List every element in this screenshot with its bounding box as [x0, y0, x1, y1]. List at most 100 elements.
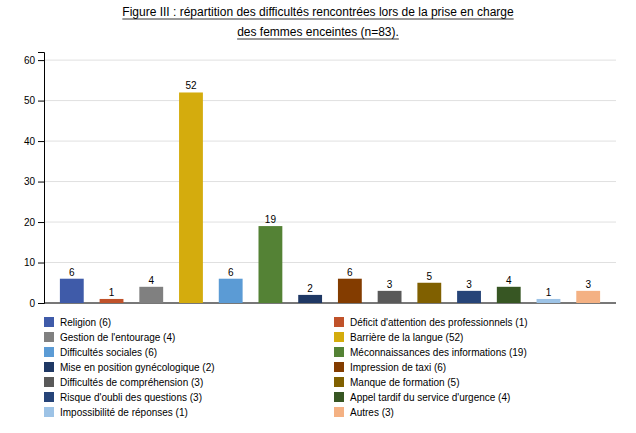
bar — [179, 92, 203, 303]
title-underline — [237, 39, 399, 40]
legend-label: Barrière de la langue (52) — [350, 332, 463, 343]
legend-label: Impression de taxi (6) — [350, 362, 446, 373]
data-labels: 6145261926353413 — [69, 80, 591, 297]
data-label: 4 — [148, 275, 154, 286]
y-tick-mark — [38, 141, 44, 142]
y-tick-mark — [38, 182, 44, 183]
bar — [417, 283, 441, 303]
legend-label: Risque d'oubli des questions (3) — [60, 392, 202, 403]
legend-label: Déficit d'attention des professionnels (… — [350, 317, 528, 328]
legend-swatch — [334, 347, 344, 357]
y-tick-label: 0 — [29, 298, 35, 309]
data-label: 5 — [427, 271, 433, 282]
legend-swatch — [334, 407, 344, 417]
legend-item: Autres (3) — [334, 407, 394, 418]
legend-item: Gestion de l'entourage (4) — [44, 332, 175, 343]
legend-item: Difficultés sociales (6) — [44, 347, 157, 358]
bar — [219, 279, 243, 303]
y-tick-mark — [38, 303, 44, 304]
data-label: 6 — [69, 267, 75, 278]
data-label: 19 — [265, 214, 277, 225]
legend-swatch — [334, 317, 344, 327]
bar — [576, 291, 600, 303]
legend-item: Difficultés de compréhension (3) — [44, 377, 203, 388]
y-tick-mark — [38, 222, 44, 223]
legend: Religion (6) Déficit d'attention des prof… — [44, 317, 528, 418]
bar — [60, 279, 84, 303]
y-tick: 30 — [24, 176, 44, 187]
y-tick-mark — [38, 60, 44, 61]
legend-label: Impossibilité de réponses (1) — [60, 407, 188, 418]
grid-line — [44, 141, 616, 142]
data-label: 3 — [466, 279, 472, 290]
grid-line — [44, 222, 616, 223]
legend-swatch — [44, 317, 54, 327]
y-axis: 0 10 20 30 40 50 60 — [24, 53, 45, 309]
data-label: 6 — [347, 267, 353, 278]
chart: Figure III : répartition des difficultés… — [0, 0, 636, 433]
legend-swatch — [44, 347, 54, 357]
x-baseline — [44, 303, 616, 304]
legend-label: Manque de formation (5) — [350, 377, 460, 388]
grid-line — [44, 60, 616, 61]
y-tick-label: 40 — [24, 136, 36, 147]
legend-swatch — [334, 377, 344, 387]
y-tick-mark — [38, 263, 44, 264]
legend-item: Déficit d'attention des professionnels (… — [334, 317, 528, 328]
grid-line — [44, 100, 616, 101]
bar — [298, 295, 322, 303]
legend-label: Difficultés sociales (6) — [60, 347, 157, 358]
data-label: 52 — [185, 80, 197, 91]
legend-item: Mise en position gynécologique (2) — [44, 362, 215, 373]
legend-item: Manque de formation (5) — [334, 377, 460, 388]
y-tick: 10 — [24, 257, 44, 268]
legend-label: Appel tardif du service d'urgence (4) — [350, 392, 510, 403]
title: Figure III : répartition des difficultés… — [122, 5, 514, 19]
y-axis-line — [38, 53, 45, 304]
legend-item: Barrière de la langue (52) — [334, 332, 463, 343]
data-label: 6 — [228, 267, 234, 278]
legend-label: Gestion de l'entourage (4) — [60, 332, 175, 343]
legend-swatch — [334, 392, 344, 402]
bar — [139, 287, 163, 303]
legend-swatch — [44, 362, 54, 372]
y-tick-label: 10 — [24, 257, 36, 268]
data-label: 4 — [506, 275, 512, 286]
bar — [497, 287, 521, 303]
data-label: 3 — [387, 279, 393, 290]
y-tick-label: 30 — [24, 176, 36, 187]
legend-item: Impossibilité de réponses (1) — [44, 407, 188, 418]
legend-item: Impression de taxi (6) — [334, 362, 446, 373]
legend-swatch — [44, 392, 54, 402]
bar — [100, 299, 124, 303]
y-tick-label: 60 — [24, 55, 36, 66]
y-tick-mark — [38, 101, 44, 102]
bar — [537, 299, 561, 303]
legend-swatch — [44, 407, 54, 417]
legend-label: Méconnaissances des informations (19) — [350, 347, 527, 358]
legend-item: Appel tardif du service d'urgence (4) — [334, 392, 510, 403]
data-label: 2 — [307, 283, 313, 294]
y-tick: 0 — [29, 298, 44, 309]
plot: 01020304050606145261926353413 — [24, 53, 616, 309]
bar — [378, 291, 402, 303]
bar — [457, 291, 481, 303]
legend-label: Mise en position gynécologique (2) — [60, 362, 215, 373]
data-label: 3 — [585, 279, 591, 290]
title-underline — [122, 19, 513, 20]
legend-swatch — [334, 362, 344, 372]
legend-item: Religion (6) — [44, 317, 111, 328]
legend-label: Difficultés de compréhension (3) — [60, 377, 203, 388]
grid-line — [44, 181, 616, 182]
bar — [338, 279, 362, 303]
data-label: 1 — [109, 287, 115, 298]
subtitle: des femmes enceintes (n=83). — [237, 25, 399, 39]
y-tick: 40 — [24, 136, 44, 147]
legend-swatch — [334, 332, 344, 342]
y-tick-label: 20 — [24, 217, 36, 228]
legend-label: Religion (6) — [60, 317, 111, 328]
grid-line — [44, 303, 616, 304]
bars — [60, 92, 600, 303]
y-tick-label: 50 — [24, 95, 36, 106]
grid-line — [44, 262, 616, 263]
